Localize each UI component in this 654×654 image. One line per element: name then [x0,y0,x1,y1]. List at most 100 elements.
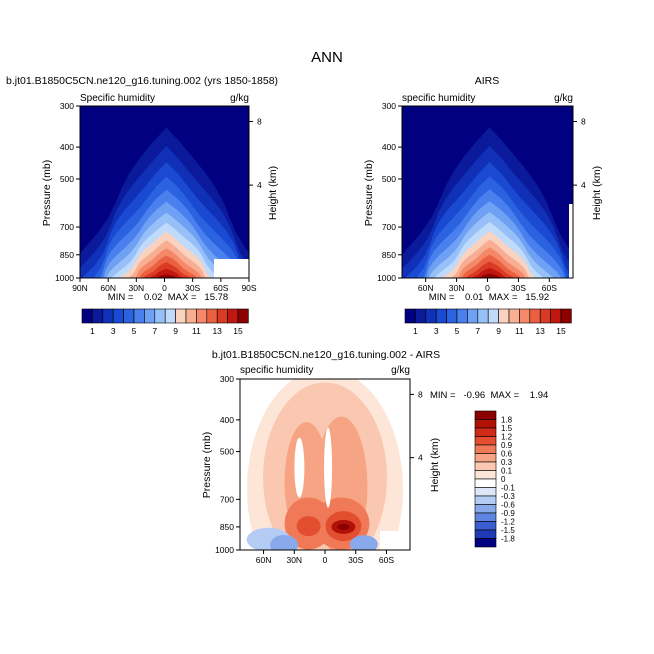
page-title: ANN [311,49,343,66]
panel-model-subtitle: Specific humidity [80,93,155,104]
plot-area-airs [402,106,573,278]
colorbar-swatch [474,453,497,463]
colorbar-label: 0.3 [501,458,513,467]
x-tick-label: 60S [542,283,557,293]
x-tick-label: 90S [241,283,256,293]
x-tick-label: 60N [100,283,116,293]
y-tick-label: 700 [382,222,396,232]
difference-contour-blob [294,437,305,498]
y-tick-label: 300 [382,101,396,111]
y-tick-label: 500 [60,174,74,184]
panel-diff-stats: MIN = -0.96 MAX = 1.94 [430,390,548,401]
panel-model: b.jt01.B1850C5CN.ne120_g16.tuning.002 (y… [6,75,279,336]
y-right-tick-label: 8 [257,116,262,126]
colorbar-label: 1 [90,326,95,336]
colorbar-label: -0.3 [501,492,515,501]
colorbar-model: 1 3 5 7 9 11 13 15 [81,308,249,336]
colorbar-label: 3 [111,326,116,336]
colorbar-label: 9 [173,326,178,336]
panel-diff-ylabel: Pressure (mb) [201,432,213,499]
colorbar-swatch [474,419,497,429]
colorbar-label: 0.6 [501,450,513,459]
panel-airs-stats: MIN = 0.01 MAX = 15.92 [429,292,549,303]
colorbar-swatch [474,538,497,548]
y-right-tick-label: 8 [418,389,423,399]
colorbar-swatch [474,427,497,437]
y-tick-label: 400 [60,142,74,152]
x-tick-label: 0 [162,283,167,293]
y-right-tick-label: 4 [257,180,262,190]
difference-contour-blob [349,535,378,550]
missing-data-mask [380,531,410,550]
colorbar-swatch [456,308,468,324]
panel-airs-ylabel-right: Height (km) [591,166,603,220]
panel-airs-subtitle: specific humidity [402,93,475,104]
colorbar-label: 11 [515,326,524,336]
panel-diff-subtitle: specific humidity [240,365,313,376]
panel-model-stats: MIN = 0.02 MAX = 15.78 [108,292,228,303]
colorbar-label: -0.9 [501,509,515,518]
colorbar-swatch [81,308,93,324]
colorbar-swatch [185,308,197,324]
colorbar-label: 13 [535,326,545,336]
x-tick-label: 60N [418,283,434,293]
contour-fill-level-14 [471,267,508,278]
y-tick-label: 850 [382,250,396,260]
x-tick-label: 0 [323,555,328,565]
panel-airs: AIRS specific humidity g/kg 300 400 500 700… [363,75,603,336]
colorbar-swatch [237,308,249,324]
x-tick-label: 30S [511,283,526,293]
panel-diff-ylabel-right: Height (km) [429,438,441,492]
colorbar-airs: 1 3 5 7 9 11 13 15 [404,308,572,336]
colorbar-swatch [474,410,497,420]
x-tick-label: 30N [286,555,302,565]
colorbar-label: 7 [152,326,157,336]
panel-diff-title: b.jt01.B1850C5CN.ne120_g16.tuning.002 - … [212,349,440,361]
difference-contour-blob [270,534,299,550]
colorbar-label: 0.1 [501,467,513,476]
colorbar-label: 7 [475,326,480,336]
colorbar-swatch [474,478,497,488]
colorbar-swatch [529,308,541,324]
colorbar-swatch [474,495,497,505]
y-tick-label: 1000 [377,273,396,283]
contour-fill-level-15 [154,274,178,278]
colorbar-swatch [487,308,499,324]
colorbar-label: 5 [455,326,460,336]
x-tick-label: 90N [72,283,88,293]
colorbar-swatch [404,308,416,324]
x-tick-label: 60N [256,555,272,565]
plot-area-diff [240,379,410,550]
colorbar-label: 0 [501,475,506,484]
colorbar-label: 3 [434,326,439,336]
colorbar-label: -1.8 [501,535,515,544]
y-tick-label: 850 [60,250,74,260]
colorbar-swatch [112,308,124,324]
panel-airs-title: AIRS [475,75,500,87]
colorbar-label: 0.9 [501,441,513,450]
colorbar-swatch [154,308,166,324]
colorbar-label: -1.2 [501,518,515,527]
contour-fill-level-14 [148,268,184,278]
colorbar-label: 1.2 [501,433,513,442]
x-tick-label: 30S [348,555,363,565]
colorbar-swatch [92,308,104,324]
colorbar-swatch [519,308,531,324]
y-tick-label: 500 [220,447,234,457]
colorbar-swatch [425,308,437,324]
y-tick-label: 1000 [55,273,74,283]
colorbar-label: 1 [413,326,418,336]
colorbar-label: 1.5 [501,424,513,433]
y-tick-label: 300 [60,101,74,111]
y-right-tick-label: 8 [581,116,586,126]
y-right-tick-label: 4 [418,453,423,463]
colorbar-swatch [446,308,458,324]
colorbar-swatch [133,308,145,324]
y-right-tick-label: 4 [581,180,586,190]
colorbar-swatch [144,308,156,324]
x-tick-label: 60S [379,555,394,565]
panel-model-ylabel: Pressure (mb) [41,160,53,227]
colorbar-diff: 1.81.51.20.90.60.30.10-0.1-0.3-0.6-0.9-1… [474,410,515,548]
colorbar-label: -1.5 [501,526,515,535]
